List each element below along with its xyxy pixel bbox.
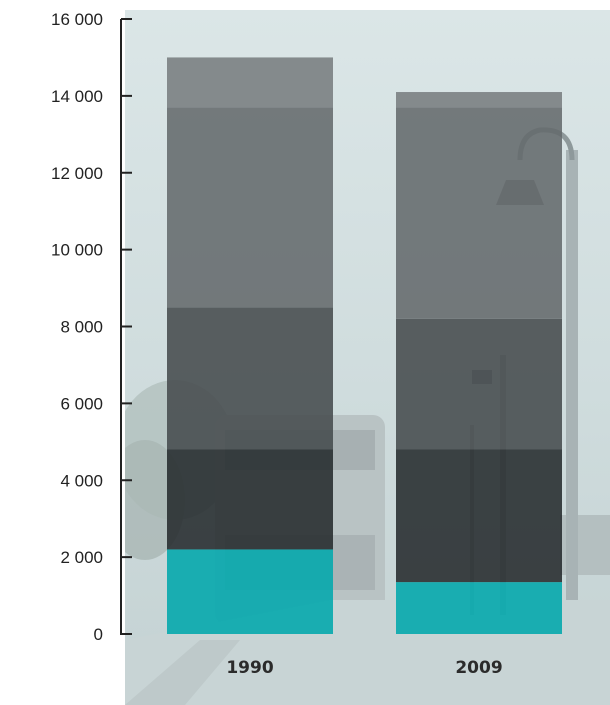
- bar-segment-2009-2: [396, 449, 562, 583]
- bar-segment-2009-1: [396, 582, 562, 634]
- x-category-label: 1990: [226, 658, 273, 678]
- y-tick-label: 10 000: [51, 241, 103, 260]
- y-tick-label: 6 000: [60, 394, 103, 413]
- bar-segment-1990-1: [167, 549, 333, 634]
- bar-segment-2009-3: [396, 318, 562, 450]
- y-tick-label: 0: [94, 625, 103, 644]
- y-axis: 16 000 14 000 12 000 10 000 8 000 6 000 4 000 2…: [51, 10, 132, 644]
- y-tick-label: 4 000: [60, 471, 103, 490]
- bar-segment-1990-2: [167, 449, 333, 550]
- bar-segment-2009-5: [396, 92, 562, 108]
- y-tick-label: 12 000: [51, 164, 103, 183]
- bar-segment-1990-5: [167, 57, 333, 108]
- bars-group: [167, 57, 562, 634]
- y-tick-label: 8 000: [60, 318, 103, 337]
- y-tick-label: 2 000: [60, 548, 103, 567]
- x-category-label: 2009: [455, 658, 502, 678]
- y-tick-label: 14 000: [51, 87, 103, 106]
- bar-segment-1990-3: [167, 307, 333, 450]
- bar-segment-1990-4: [167, 107, 333, 308]
- y-tick-label: 16 000: [51, 10, 103, 29]
- x-axis: 1990 2009: [226, 658, 502, 678]
- bar-segment-2009-4: [396, 107, 562, 319]
